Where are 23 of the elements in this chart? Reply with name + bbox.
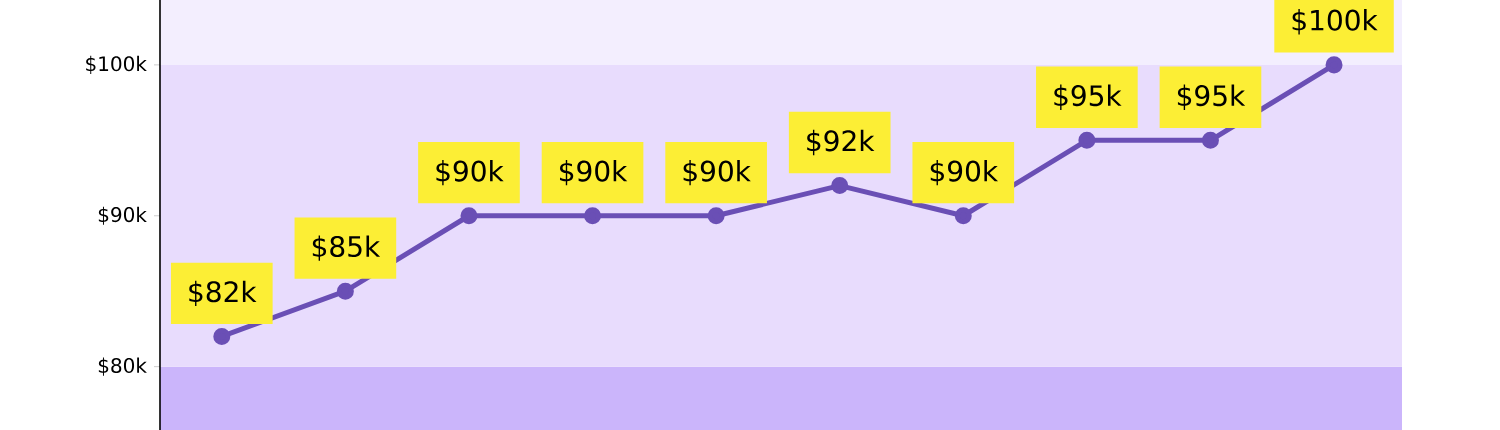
data-label: $90k [930,159,999,186]
y-tick-label: $80k [98,357,147,376]
data-label: $90k [560,159,628,186]
point [831,177,849,195]
point [213,327,231,345]
point [1201,131,1219,149]
point [336,282,354,300]
data-label: $92k [807,129,875,156]
point [1325,56,1343,74]
data-label: $90k [683,159,751,186]
data-label: $82k [189,280,257,307]
data-label: $100k [1292,9,1378,35]
data-label: $95k [1054,84,1122,110]
point [954,207,972,225]
y-tick-label: $90k [98,206,147,225]
data-label: $85k [312,235,381,261]
point [1078,131,1096,149]
point [584,207,602,225]
point [460,207,478,225]
point [707,207,725,225]
y-tick-label: $100k [86,55,147,74]
data-label: $90k [436,159,504,186]
data-label: $95k [1177,84,1246,110]
